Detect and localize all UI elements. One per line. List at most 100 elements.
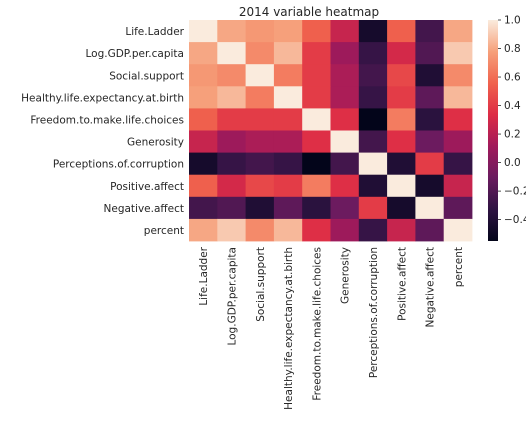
heatmap-cell	[189, 218, 218, 242]
heatmap-cell	[217, 196, 246, 220]
heatmap-cell	[358, 64, 388, 87]
heatmap-cell	[302, 174, 331, 198]
heatmap-cell	[245, 174, 275, 198]
heatmap-cell	[415, 196, 445, 220]
heatmap-cell	[217, 152, 246, 176]
heatmap-cell	[443, 86, 473, 109]
row-tick-label: Perceptions.of.corruption	[53, 159, 184, 171]
heatmap-cell	[273, 64, 303, 87]
heatmap-cell	[330, 42, 360, 65]
heatmap-cell	[415, 152, 445, 176]
row-tick-label: Social.support	[109, 70, 184, 82]
heatmap-cell	[358, 196, 388, 220]
heatmap-cell	[245, 196, 275, 220]
row-labels: Life.Ladder Log.GDP.per.capita Social.supp…	[21, 26, 185, 237]
heatmap-cell	[358, 42, 388, 65]
colorbar: 1.0 0.8 0.6 0.4 0.2 0.0 −0.2 −0.4	[488, 15, 526, 241]
heatmap-cell	[189, 20, 218, 43]
heatmap-cell	[443, 130, 473, 153]
heatmap-cell	[415, 42, 445, 65]
heatmap-cell	[443, 64, 473, 87]
heatmap-cell	[189, 152, 218, 176]
column-tick-label: Life.Ladder	[198, 246, 210, 305]
heatmap-cell	[245, 42, 275, 65]
heatmap-cell	[302, 196, 331, 220]
heatmap-cell	[330, 196, 360, 220]
heatmap-cells	[189, 20, 473, 242]
heatmap-cell	[217, 86, 246, 109]
column-tick-label: Generosity	[340, 247, 352, 304]
heatmap-cell	[189, 42, 218, 65]
heatmap-cell	[415, 174, 445, 198]
heatmap-cell	[189, 196, 218, 220]
heatmap-cell	[302, 130, 331, 153]
column-tick-label: Social.support	[255, 247, 267, 322]
heatmap-cell	[443, 218, 473, 242]
heatmap-cell	[387, 86, 416, 109]
heatmap-cell	[387, 108, 416, 131]
heatmap-cell	[330, 64, 360, 87]
heatmap-cell	[387, 218, 416, 242]
heatmap-cell	[387, 64, 416, 87]
heatmap-cell	[245, 86, 275, 109]
row-tick-label: Healthy.life.expectancy.at.birth	[21, 92, 184, 104]
row-tick-label: percent	[144, 225, 184, 237]
heatmap-cell	[387, 152, 416, 176]
heatmap-cell	[273, 152, 303, 176]
heatmap-cell	[330, 130, 360, 153]
colorbar-tick-label: 0.4	[504, 100, 521, 112]
heatmap-cell	[302, 64, 331, 87]
column-labels: Life.Ladder Log.GDP.per.capita Social.supp…	[198, 246, 465, 410]
heatmap-cell	[189, 108, 218, 131]
heatmap-cell	[330, 108, 360, 131]
heatmap-cell	[387, 196, 416, 220]
heatmap-cell	[302, 218, 331, 242]
heatmap-cell	[217, 64, 246, 87]
heatmap-cell	[245, 64, 275, 87]
heatmap-cell	[273, 174, 303, 198]
heatmap-cell	[358, 152, 388, 176]
colorbar-gradient	[488, 20, 498, 241]
row-tick-label: Generosity	[127, 137, 184, 149]
heatmap-cell	[387, 42, 416, 65]
heatmap-cell	[273, 130, 303, 153]
heatmap-cell	[443, 196, 473, 220]
column-tick-label: percent	[453, 247, 465, 287]
heatmap-cell	[330, 174, 360, 198]
heatmap-cell	[302, 152, 331, 176]
heatmap-cell	[302, 20, 331, 43]
column-tick-label: Healthy.life.expectancy.at.birth	[283, 247, 295, 410]
heatmap-cell	[302, 86, 331, 109]
heatmap-cell	[415, 108, 445, 131]
heatmap-cell	[245, 20, 275, 43]
column-tick-label: Positive.affect	[396, 247, 408, 321]
heatmap-cell	[443, 152, 473, 176]
heatmap-cell	[273, 20, 303, 43]
colorbar-tick-label: 0.0	[504, 157, 521, 169]
row-tick-label: Positive.affect	[110, 181, 184, 193]
heatmap-cell	[217, 42, 246, 65]
row-tick-label: Freedom.to.make.life.choices	[30, 114, 184, 126]
heatmap-cell	[330, 218, 360, 242]
heatmap-cell	[217, 218, 246, 242]
heatmap-cell	[387, 20, 416, 43]
heatmap-cell	[217, 130, 246, 153]
heatmap-cell	[415, 86, 445, 109]
heatmap-cell	[330, 152, 360, 176]
heatmap-cell	[189, 130, 218, 153]
heatmap-cell	[273, 108, 303, 131]
heatmap-cell	[415, 64, 445, 87]
heatmap-cell	[217, 174, 246, 198]
heatmap-cell	[302, 42, 331, 65]
heatmap-cell	[273, 218, 303, 242]
row-tick-label: Log.GDP.per.capita	[85, 48, 184, 60]
heatmap-cell	[358, 174, 388, 198]
heatmap-cell	[189, 64, 218, 87]
heatmap-cell	[387, 130, 416, 153]
heatmap-cell	[273, 86, 303, 109]
column-tick-label: Negative.affect	[425, 247, 437, 327]
row-tick-label: Life.Ladder	[125, 26, 184, 38]
heatmap-cell	[245, 218, 275, 242]
